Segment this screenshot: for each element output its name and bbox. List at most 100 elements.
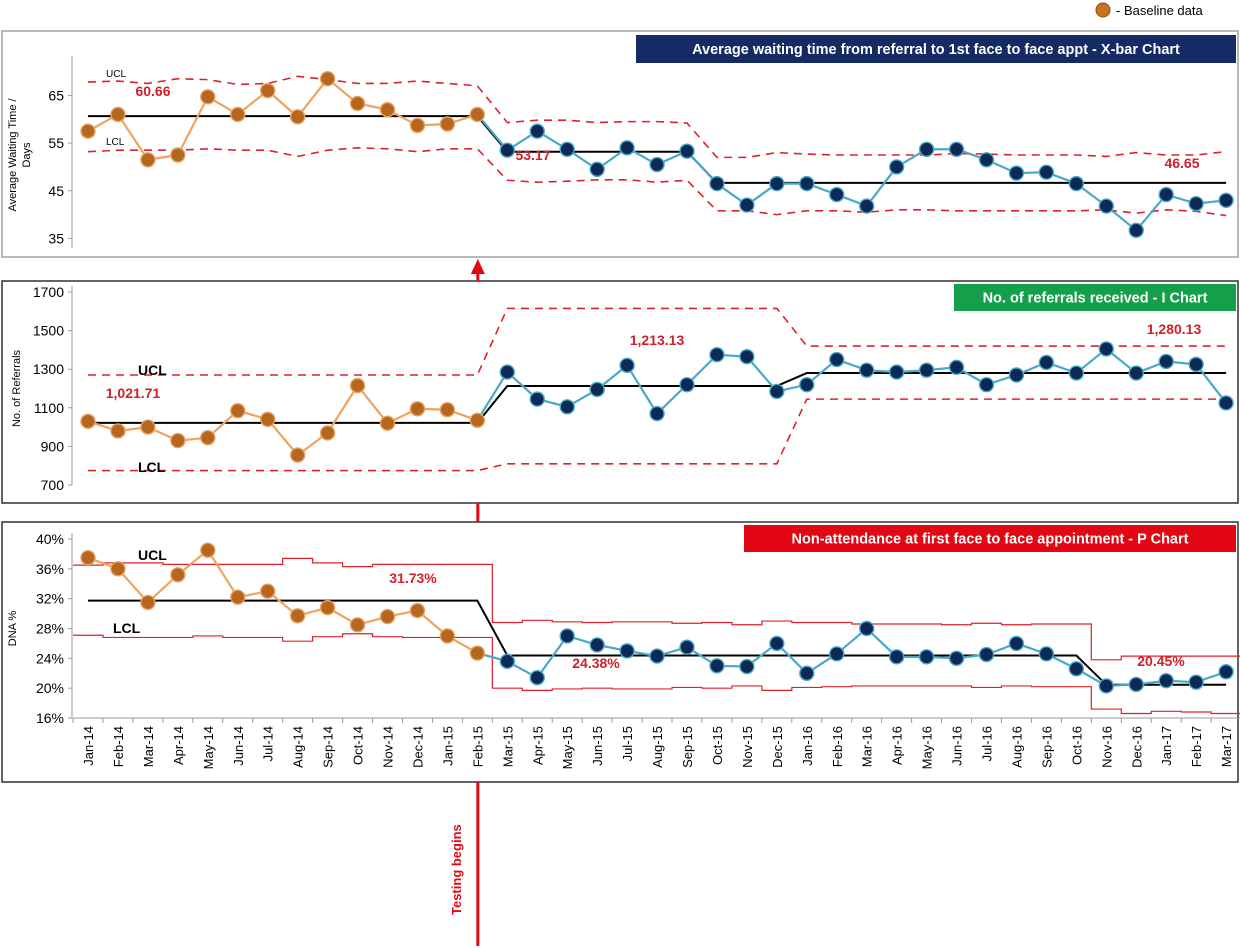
test-data-point (799, 175, 815, 192)
test-data-point (918, 362, 935, 378)
ucl-line (87, 75, 1227, 159)
x-tick-label: May-16 (920, 726, 935, 769)
test-data-point (1158, 353, 1174, 370)
baseline-data-point (469, 106, 486, 123)
baseline-data-point (230, 106, 246, 123)
y-tick-label: 1300 (33, 361, 64, 377)
x-tick-label: Feb-16 (830, 726, 845, 767)
test-data-point (1188, 356, 1204, 373)
y-tick-label: 16% (36, 710, 64, 726)
test-data-point (888, 364, 905, 380)
ucl-label: UCL (138, 362, 167, 378)
center-value-label: 24.38% (572, 655, 620, 671)
test-data-point (1098, 198, 1115, 214)
test-data-point (1218, 664, 1234, 680)
baseline-data-point (289, 109, 306, 125)
x-tick-label: Sep-15 (680, 726, 695, 768)
x-tick-label: Nov-15 (740, 726, 755, 768)
x-tick-label: Apr-15 (530, 726, 545, 765)
x-tick-label: Oct-15 (710, 726, 725, 765)
x-tick-label: Aug-16 (1009, 726, 1024, 768)
test-data-point (649, 156, 665, 173)
test-data-point (1068, 661, 1085, 677)
test-data-point (1128, 365, 1144, 381)
test-data-point (499, 653, 515, 670)
test-data-point (739, 348, 755, 365)
y-tick-label: 20% (36, 680, 64, 696)
testing-begins-label: Testing begins (449, 824, 464, 915)
y-tick-label: 35 (48, 230, 64, 246)
test-data-point (679, 639, 695, 655)
test-data-point (1218, 192, 1234, 209)
baseline-data-point (260, 82, 276, 99)
test-data-point (1038, 646, 1055, 662)
x-tick-label: Jan-14 (81, 726, 96, 766)
x-tick-label: Feb-14 (111, 726, 126, 767)
test-data-point (529, 391, 545, 407)
x-tick-label: Oct-14 (351, 726, 366, 765)
baseline-data-point (230, 589, 246, 605)
y-tick-label: 1700 (33, 284, 64, 300)
test-data-point (1158, 673, 1174, 689)
test-data-point (829, 186, 845, 203)
test-data-point (978, 646, 995, 663)
x-tick-label: Mar-17 (1219, 726, 1234, 767)
test-data-point (859, 362, 875, 378)
center-value-label: 1,280.13 (1147, 321, 1202, 337)
chart-title-box (954, 284, 1236, 311)
baseline-data-point (379, 608, 396, 625)
test-data-point (859, 620, 875, 637)
baseline-data-point (170, 147, 186, 163)
test-data-point (1188, 195, 1204, 212)
baseline-data-point (260, 411, 276, 428)
test-data-point (1098, 678, 1115, 694)
baseline-data-point (469, 412, 486, 429)
legend-baseline-marker (1095, 2, 1111, 18)
test-data-point (1038, 354, 1055, 371)
test-data-point (918, 141, 935, 157)
test-data-point (888, 649, 905, 665)
x-tick-label: Jul-15 (620, 726, 635, 761)
y-tick-label: 28% (36, 621, 64, 637)
test-data-point (829, 646, 845, 662)
baseline-data-point (409, 602, 426, 619)
test-data-point (769, 635, 785, 652)
test-data-point (619, 140, 635, 156)
x-tick-label: Mar-14 (141, 726, 156, 767)
x-tick-label: Jul-16 (980, 726, 995, 761)
panel-waiting-time (1, 30, 1239, 258)
baseline-data-point (409, 117, 426, 134)
baseline-data-point (349, 95, 366, 112)
baseline-data-point (289, 447, 306, 463)
test-data-point (529, 670, 545, 686)
baseline-data-point (260, 583, 276, 599)
baseline-data-point (140, 152, 156, 168)
x-tick-label: Sep-14 (321, 726, 336, 768)
baseline-data-point (110, 106, 126, 123)
y-tick-label: 24% (36, 650, 64, 666)
lcl-label: LCL (106, 137, 125, 148)
x-tick-label: Jan-17 (1159, 726, 1174, 766)
test-data-point (1008, 165, 1025, 181)
y-axis-title: Days (21, 142, 33, 168)
x-tick-label: Dec-16 (1129, 726, 1144, 768)
x-tick-label: Nov-16 (1099, 726, 1114, 768)
x-tick-label: Jun-16 (950, 726, 965, 766)
x-tick-label: Mar-16 (860, 726, 875, 767)
chart-title: No. of referrals received - I Chart (983, 291, 1208, 307)
x-tick-label: Apr-14 (171, 726, 186, 765)
baseline-data-point (170, 567, 186, 583)
test-data-point (499, 364, 515, 380)
test-data-point (589, 381, 605, 398)
baseline-data-point (289, 608, 306, 624)
test-data-point (529, 123, 545, 139)
center-value-label: 46.65 (1164, 155, 1199, 171)
baseline-data-point (439, 402, 456, 418)
x-tick-label: Dec-15 (770, 726, 785, 768)
test-data-point (799, 665, 815, 681)
center-value-label: 53.17 (515, 147, 550, 163)
y-axis-title: DNA % (7, 611, 19, 647)
test-data-point (709, 347, 725, 363)
test-data-point (709, 175, 725, 192)
lcl-line (88, 398, 1227, 472)
